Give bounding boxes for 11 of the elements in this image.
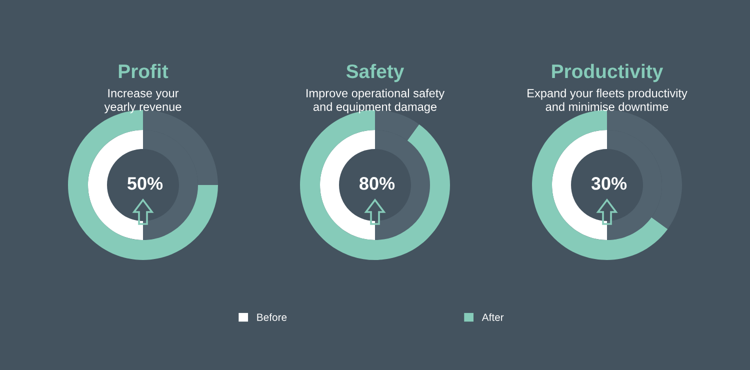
- text: 80%: [360, 177, 395, 190]
- legend-label: Before: [257, 313, 287, 321]
- chart-title: Profit: [118, 64, 168, 78]
- chart-title: Safety: [346, 64, 404, 82]
- chart-title: Productivity: [552, 64, 664, 82]
- text: 50%: [127, 177, 163, 190]
- text: 30%: [591, 177, 627, 190]
- chart-subtitle: Improve operational safety and equipment damage: [306, 88, 445, 114]
- chart-subtitle: Expand your fleets productivity and minimise downtime: [528, 88, 688, 111]
- chart-subtitle: Increase your yearly revenue: [104, 89, 182, 114]
- legend-label: After: [482, 313, 504, 321]
